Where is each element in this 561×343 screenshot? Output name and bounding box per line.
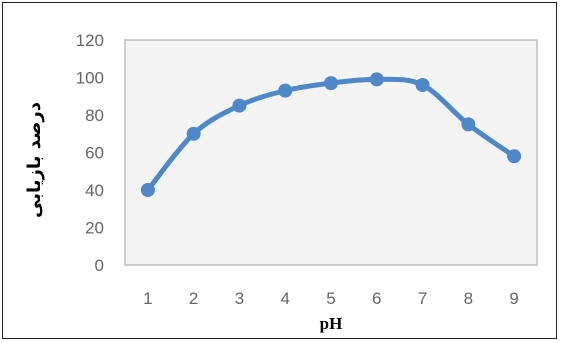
x-axis-label: pH <box>320 314 343 333</box>
x-tick-label: 9 <box>509 289 518 308</box>
y-tick-label: 0 <box>95 256 104 275</box>
y-tick-label: 60 <box>85 144 104 163</box>
x-tick-label: 3 <box>235 289 244 308</box>
data-point-3 <box>232 98 247 113</box>
data-point-9 <box>507 149 522 164</box>
y-tick-label: 80 <box>85 106 104 125</box>
y-tick-label: 20 <box>85 219 104 238</box>
y-tick-label: 120 <box>76 31 104 50</box>
y-axis-label: درصد بازیابی <box>24 102 45 218</box>
data-point-1 <box>140 183 155 197</box>
data-point-4 <box>278 83 293 98</box>
x-axis-ticks: 1 2 3 4 5 6 7 8 9 <box>143 289 519 308</box>
data-point-8 <box>461 117 476 132</box>
y-axis-ticks: 0 20 40 60 80 100 120 <box>76 31 104 275</box>
plot-area <box>124 39 538 266</box>
x-tick-label: 2 <box>189 289 198 308</box>
x-tick-label: 4 <box>280 289 289 308</box>
x-tick-label: 6 <box>372 289 381 308</box>
data-point-7 <box>415 78 430 92</box>
data-point-2 <box>186 126 201 141</box>
x-tick-label: 7 <box>418 289 427 308</box>
data-point-6 <box>369 72 384 87</box>
x-tick-label: 5 <box>326 289 335 308</box>
data-point-5 <box>324 76 338 91</box>
y-tick-label: 40 <box>85 181 104 200</box>
x-tick-label: 1 <box>143 289 152 308</box>
x-tick-label: 8 <box>464 289 473 308</box>
series-markers <box>140 72 522 197</box>
y-tick-label: 100 <box>76 69 104 88</box>
